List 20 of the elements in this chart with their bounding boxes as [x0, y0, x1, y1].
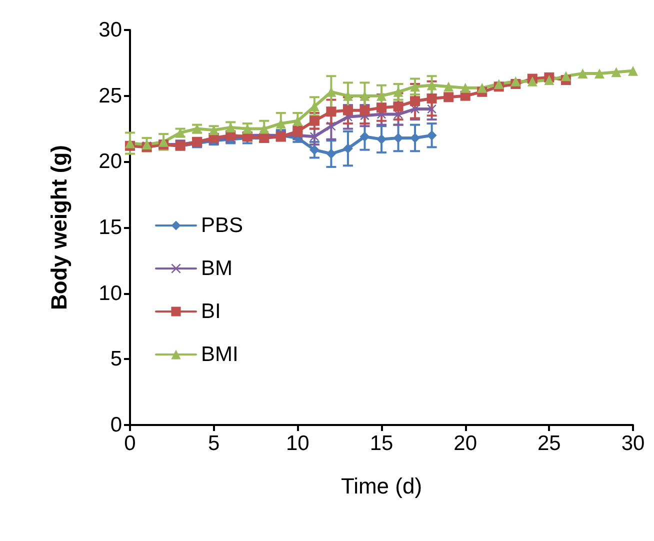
x-tick-label: 10	[286, 432, 310, 455]
x-axis-title: Time (d)	[340, 474, 422, 498]
x-tick-label: 5	[208, 432, 220, 455]
legend-label: PBS	[201, 214, 244, 237]
y-tick-label: 5	[110, 348, 122, 371]
legend-label: BMI	[201, 343, 238, 366]
x-tick-label: 25	[537, 432, 561, 455]
y-tick-label: 20	[98, 150, 122, 174]
y-tick-label: 25	[98, 84, 122, 108]
y-tick-label: 0	[110, 414, 122, 436]
x-tick-label: 0	[124, 432, 136, 455]
y-tick-label: 15	[98, 216, 122, 239]
legend-label: BM	[201, 257, 232, 280]
y-tick-label: 10	[98, 282, 122, 305]
y-tick-label: 30	[98, 18, 122, 42]
y-axis-title: Body weight (g)	[46, 145, 72, 310]
legend-label: BI	[201, 300, 221, 323]
x-tick-label: 30	[621, 432, 645, 455]
x-tick-label: 20	[454, 432, 478, 455]
x-tick-label: 15	[370, 432, 394, 455]
